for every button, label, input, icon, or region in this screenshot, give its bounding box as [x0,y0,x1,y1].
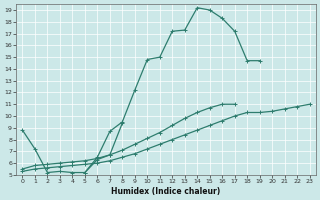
X-axis label: Humidex (Indice chaleur): Humidex (Indice chaleur) [111,187,221,196]
